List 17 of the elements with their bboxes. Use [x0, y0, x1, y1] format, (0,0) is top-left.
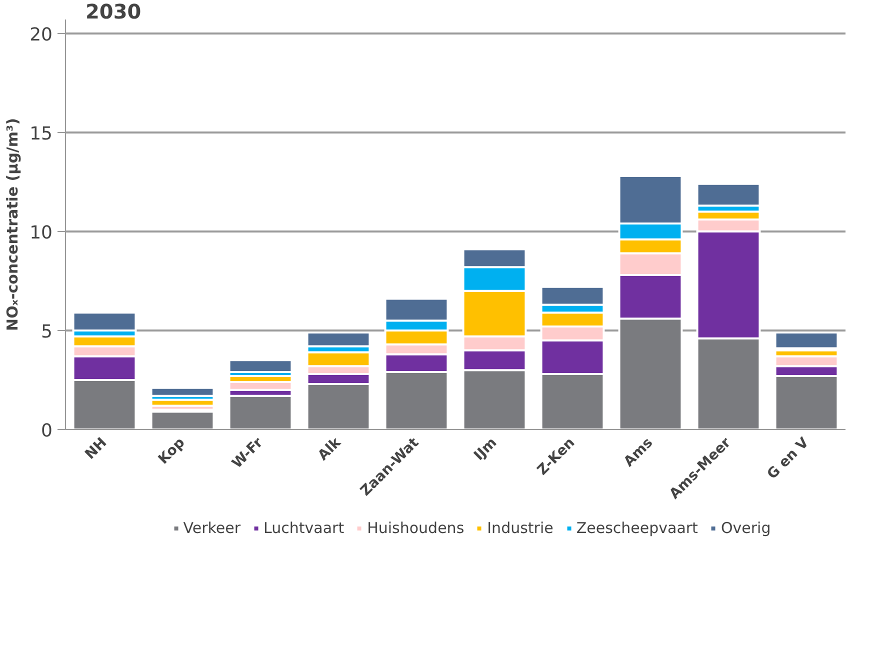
y-tick-label: 20: [30, 24, 52, 46]
legend-label: Zeescheepvaart: [576, 519, 698, 537]
legend-label: Industrie: [487, 519, 554, 537]
y-tick-label: 0: [41, 420, 52, 442]
legend-label: Huishoudens: [367, 519, 464, 537]
x-tick-label: IJm: [471, 434, 500, 464]
x-tick-label: NH: [82, 434, 110, 463]
legend-label: Verkeer: [183, 519, 241, 537]
y-tick-label: 10: [30, 222, 52, 244]
y-tick-label: 15: [30, 123, 52, 144]
x-tick-label: G en V: [764, 434, 812, 483]
x-tick-label: Alk: [315, 434, 345, 464]
y-axis-title: NOₓ-concentratie (µg/m³): [4, 118, 22, 331]
legend-label: Luchtvaart: [264, 519, 344, 537]
chart-title: 2030: [86, 0, 142, 24]
y-tick-label: 5: [41, 321, 52, 342]
legend-label: Overig: [720, 519, 771, 537]
